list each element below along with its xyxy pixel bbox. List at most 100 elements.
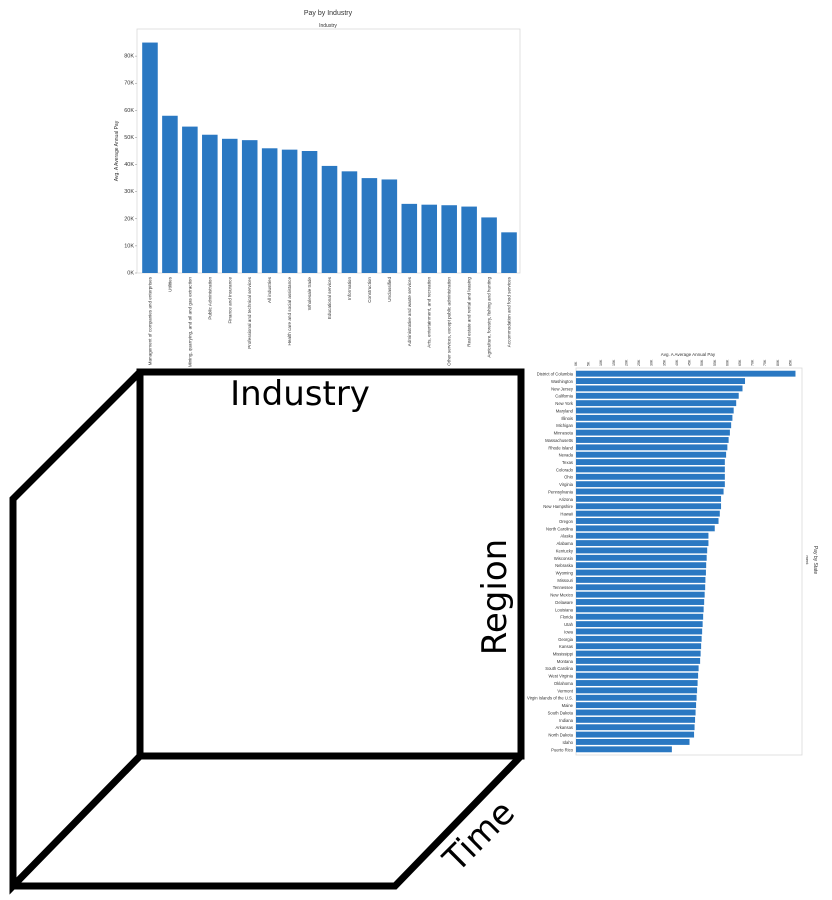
state-bar xyxy=(576,429,730,436)
data-cube xyxy=(9,368,525,895)
state-x-tick-label: 50K xyxy=(700,359,704,366)
state-x-tick-label: 35K xyxy=(662,359,666,366)
state-category-label: Utah xyxy=(564,622,574,627)
state-category-label: Delaware xyxy=(555,600,573,605)
state-category-label: Colorado xyxy=(556,467,574,472)
state-bar xyxy=(576,599,705,605)
industry-category-label: Educational services xyxy=(327,276,332,319)
industry-category-label: Utilities xyxy=(167,276,172,292)
state-bar xyxy=(576,576,706,583)
state-bar xyxy=(576,444,728,451)
state-bar xyxy=(576,569,706,576)
state-category-label: North Dakota xyxy=(548,733,573,738)
state-x-tick-label: 85K xyxy=(788,359,792,366)
state-category-label: South Dakota xyxy=(548,710,574,715)
state-category-label: Missouri xyxy=(557,578,573,583)
industry-bar xyxy=(441,205,457,273)
state-bar xyxy=(576,400,737,407)
state-category-label: West Virginia xyxy=(548,674,573,679)
state-pay-chart: Avg. A Average Annual Pay Pay by State m… xyxy=(527,352,818,756)
state-category-label: Oklahoma xyxy=(554,681,574,686)
state-category-label: Alabama xyxy=(556,541,573,546)
industry-category-label: Unclassified xyxy=(387,277,392,302)
state-bar xyxy=(576,385,743,392)
industry-category-label: Other services, except public administra… xyxy=(447,277,452,366)
industry-bar xyxy=(281,149,298,273)
state-bar xyxy=(576,532,709,539)
state-bar xyxy=(576,724,695,731)
industry-y-axis-label: Avg. A Average Annual Pay xyxy=(114,120,120,181)
state-x-tick-label: 40K xyxy=(675,359,679,366)
state-x-tick-label: 60K xyxy=(725,359,729,366)
state-category-label: California xyxy=(555,394,573,399)
state-category-label: Montana xyxy=(557,659,574,664)
industry-bar xyxy=(221,138,238,273)
state-category-label: Maine xyxy=(562,703,574,708)
cube-label-region: Region xyxy=(475,539,515,655)
state-bar xyxy=(576,657,701,664)
state-bar xyxy=(576,680,698,686)
state-bar xyxy=(576,665,699,672)
state-category-label: New Mexico xyxy=(550,593,573,598)
state-bar xyxy=(576,473,725,480)
state-bar xyxy=(576,422,732,429)
state-bar xyxy=(576,370,796,377)
state-category-label: Minnesota xyxy=(554,431,574,436)
state-category-label: Ohio xyxy=(564,475,574,480)
state-category-label: Georgia xyxy=(558,637,574,642)
industry-bar xyxy=(301,151,318,273)
industry-category-label: Public Administration xyxy=(207,277,212,320)
state-category-label: Louisiana xyxy=(555,607,574,612)
state-bar xyxy=(576,628,703,635)
state-bar xyxy=(576,488,724,495)
industry-y-ticks: 0K 10K 20K 30K 40K 50K 60K 70K 80K xyxy=(124,54,137,277)
state-bar xyxy=(576,584,706,591)
state-bar xyxy=(576,378,746,384)
state-category-label: Iowa xyxy=(564,629,574,634)
state-category-label: Nevada xyxy=(559,453,574,458)
state-category-label: Maryland xyxy=(556,408,574,413)
state-bar xyxy=(576,591,705,598)
industry-category-label: Agriculture, forestry, fishing and hunti… xyxy=(487,277,492,358)
industry-bar xyxy=(162,115,178,273)
state-chart-title: Pay by State xyxy=(812,546,818,575)
state-category-label: New York xyxy=(555,401,574,406)
industry-bar xyxy=(142,42,158,273)
industry-bar xyxy=(421,204,438,273)
cube-label-time: Time xyxy=(435,793,523,881)
state-category-label: South Carolina xyxy=(545,666,573,671)
industry-bar xyxy=(182,126,198,273)
industry-chart-subtitle: Industry xyxy=(319,23,337,29)
state-category-label: Arizona xyxy=(559,497,574,502)
industry-category-label: Construction xyxy=(367,277,372,303)
industry-category-label: All industries xyxy=(267,276,272,303)
state-bar xyxy=(576,716,696,723)
industry-category-label: Finance and insurance xyxy=(227,277,232,324)
state-bar xyxy=(576,687,698,694)
industry-pay-chart: Pay by Industry Industry Avg. A Average … xyxy=(114,10,521,367)
state-category-label: Oregon xyxy=(559,519,574,524)
state-bar xyxy=(576,643,702,650)
state-x-tick-label: 25K xyxy=(637,359,641,366)
state-bar xyxy=(576,525,715,532)
state-category-label: New Hampshire xyxy=(543,504,573,509)
state-category-label: Tennessee xyxy=(553,585,574,590)
state-category-label: District of Columbia xyxy=(537,372,574,377)
state-bar xyxy=(576,672,699,679)
industry-y-tick-label: 60K xyxy=(124,108,134,114)
industry-bar xyxy=(321,165,338,273)
state-category-label: Illinois xyxy=(561,416,573,421)
industry-bar xyxy=(481,217,497,273)
industry-category-label: Information xyxy=(347,277,352,300)
state-bar xyxy=(576,746,672,753)
state-bar xyxy=(576,731,695,738)
industry-category-label: Wholesale trade xyxy=(307,277,312,311)
state-bar xyxy=(576,621,703,628)
state-bar xyxy=(576,635,702,642)
industry-y-tick-label: 70K xyxy=(124,81,134,87)
cube-left-face xyxy=(9,369,143,895)
state-bar xyxy=(576,466,725,473)
state-bar xyxy=(576,510,720,517)
state-bars xyxy=(576,370,796,753)
state-y-labels: District of Columbia Washington New Jersey… xyxy=(527,372,574,753)
